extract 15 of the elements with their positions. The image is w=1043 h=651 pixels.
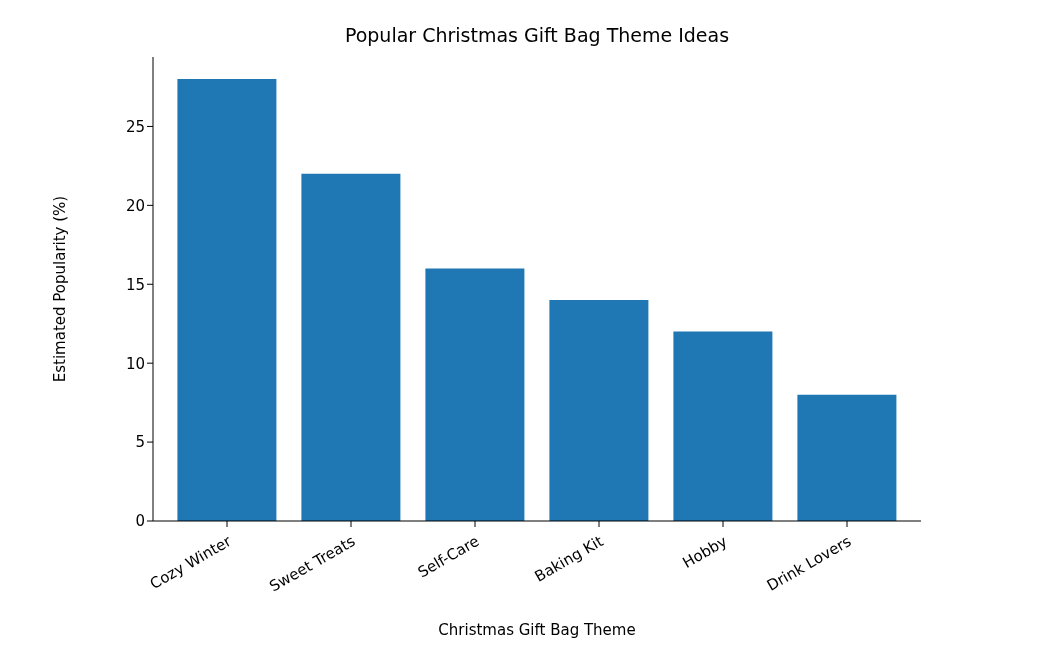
y-tick-label: 0 bbox=[135, 512, 145, 531]
y-tick-label: 10 bbox=[125, 354, 145, 373]
bar bbox=[425, 268, 525, 521]
y-tick-label: 20 bbox=[125, 196, 145, 215]
y-tick-label: 15 bbox=[125, 275, 145, 294]
bar bbox=[549, 300, 649, 521]
y-axis-title: Estimated Popularity (%) bbox=[51, 195, 70, 383]
y-tick-label: 5 bbox=[135, 433, 145, 452]
bar bbox=[797, 394, 897, 521]
bar bbox=[673, 331, 773, 521]
y-tick-label: 25 bbox=[125, 117, 145, 136]
bar bbox=[301, 173, 401, 521]
bar bbox=[177, 79, 277, 521]
x-axis-title: Christmas Gift Bag Theme bbox=[438, 621, 636, 639]
chart-title: Popular Christmas Gift Bag Theme Ideas bbox=[343, 24, 731, 46]
